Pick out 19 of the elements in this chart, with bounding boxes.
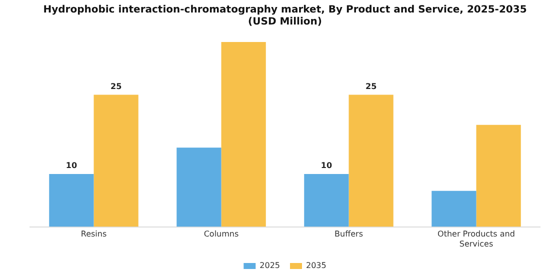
x-tick-label: Buffers [334, 230, 363, 239]
data-label: 25 [365, 82, 378, 91]
bar [94, 94, 138, 227]
data-label: 10 [66, 161, 78, 170]
x-tick-label: Columns [204, 230, 239, 239]
x-tick-label: Other Products and Services [438, 230, 515, 248]
legend-label: 2025 [260, 261, 280, 270]
legend-label: 2035 [306, 261, 326, 270]
x-tick-label: Resins [80, 230, 107, 239]
bar [304, 174, 349, 227]
bar [348, 94, 394, 227]
bar [49, 174, 94, 227]
data-label: 25 [110, 82, 122, 91]
data-label: 10 [320, 161, 332, 170]
bar [432, 190, 476, 227]
chart-title: Hydrophobic interaction-chromatography market, By Product and Service, 2025-2035 (USD Million) [43, 4, 527, 28]
bar [176, 148, 222, 227]
bar [221, 42, 266, 227]
bar [476, 124, 521, 227]
